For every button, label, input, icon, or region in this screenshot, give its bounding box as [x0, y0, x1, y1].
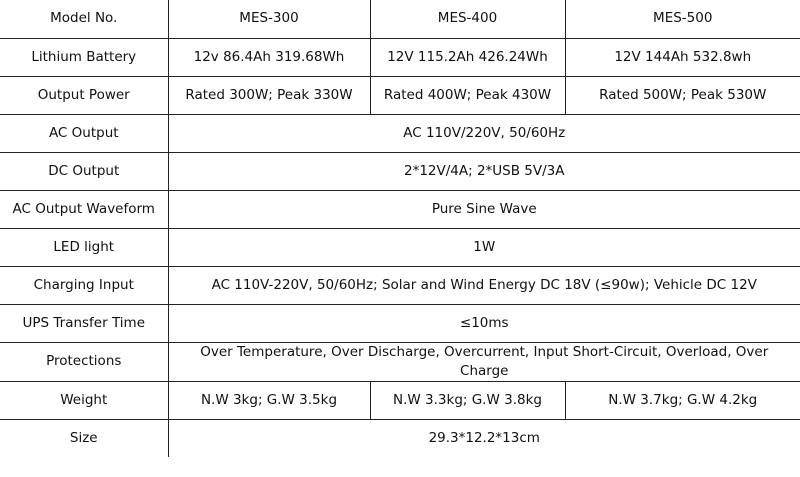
spec-cell: Rated 300W; Peak 330W	[167, 75, 371, 115]
row-label: UPS Transfer Time	[0, 303, 169, 343]
spec-cell: Rated 500W; Peak 530W	[564, 75, 800, 115]
header-row: Model No. MES-300 MES-400 MES-500	[0, 0, 800, 39]
header-label: Model No.	[0, 0, 169, 39]
spec-cell: N.W 3kg; G.W 3.5kg	[167, 380, 371, 420]
row-label: Weight	[0, 380, 169, 420]
row-label: DC Output	[0, 151, 169, 191]
spec-row: Protections Over Temperature, Over Discha…	[0, 341, 800, 382]
spec-cell: 12V 144Ah 532.8wh	[564, 37, 800, 77]
row-label: Output Power	[0, 75, 169, 115]
spec-row: LED light 1W	[0, 227, 800, 267]
row-label: Charging Input	[0, 265, 169, 305]
spec-cell: Rated 400W; Peak 430W	[369, 75, 566, 115]
spec-cell: Over Temperature, Over Discharge, Overcu…	[167, 341, 800, 382]
model-header: MES-300	[167, 0, 371, 39]
row-label: Size	[0, 418, 169, 457]
row-label: AC Output	[0, 113, 169, 153]
spec-row: Size 29.3*12.2*13cm	[0, 418, 800, 457]
spec-cell: 12V 115.2Ah 426.24Wh	[369, 37, 566, 77]
spec-cell: AC 110V/220V, 50/60Hz	[167, 113, 800, 153]
spec-cell: 2*12V/4A; 2*USB 5V/3A	[167, 151, 800, 191]
spec-cell: N.W 3.7kg; G.W 4.2kg	[564, 380, 800, 420]
model-header: MES-400	[369, 0, 566, 39]
spec-cell: N.W 3.3kg; G.W 3.8kg	[369, 380, 566, 420]
row-label: Lithium Battery	[0, 37, 169, 77]
spec-cell: 29.3*12.2*13cm	[167, 418, 800, 457]
row-label: Protections	[0, 341, 169, 382]
spec-cell: AC 110V-220V, 50/60Hz; Solar and Wind En…	[167, 265, 800, 305]
spec-row: Output Power Rated 300W; Peak 330W Rated 4…	[0, 75, 800, 115]
table-body: Model No. MES-300 MES-400 MES-500 Lithium Ba…	[0, 0, 800, 457]
row-label: AC Output Waveform	[0, 189, 169, 229]
spec-cell: ≤10ms	[167, 303, 800, 343]
spec-row: Charging Input AC 110V-220V, 50/60Hz; Sol…	[0, 265, 800, 305]
spec-row: AC Output Waveform Pure Sine Wave	[0, 189, 800, 229]
spec-row: AC Output AC 110V/220V, 50/60Hz	[0, 113, 800, 153]
row-label: LED light	[0, 227, 169, 267]
spec-row: UPS Transfer Time ≤10ms	[0, 303, 800, 343]
spec-cell: Pure Sine Wave	[167, 189, 800, 229]
spec-row: DC Output 2*12V/4A; 2*USB 5V/3A	[0, 151, 800, 191]
spec-cell: 12v 86.4Ah 319.68Wh	[167, 37, 371, 77]
spec-table: Model No. MES-300 MES-400 MES-500 Lithium Ba…	[0, 0, 800, 457]
spec-row: Weight N.W 3kg; G.W 3.5kg N.W 3.3kg; G.W 3…	[0, 380, 800, 420]
spec-row: Lithium Battery 12v 86.4Ah 319.68Wh 12V 11…	[0, 37, 800, 77]
spec-cell: 1W	[167, 227, 800, 267]
model-header: MES-500	[564, 0, 800, 39]
